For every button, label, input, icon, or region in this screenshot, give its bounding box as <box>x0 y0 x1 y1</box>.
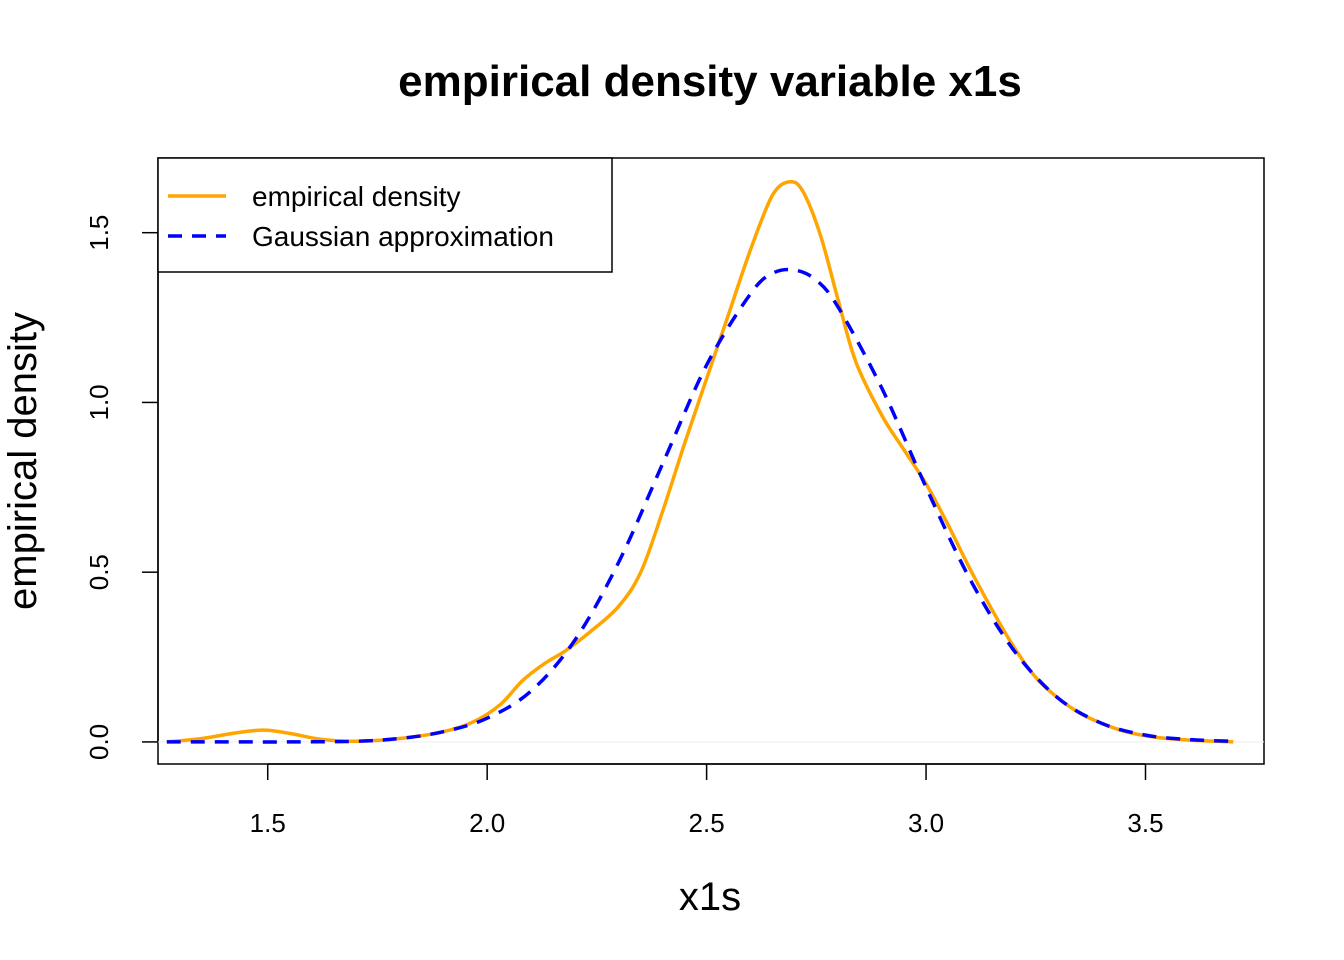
legend-label-empirical-density: empirical density <box>252 181 461 212</box>
legend-box <box>157 157 613 273</box>
x-tick-label: 2.0 <box>469 808 505 838</box>
x-axis: 1.5 2.0 2.5 3.0 3.5 <box>250 763 1164 838</box>
x-axis-title: x1s <box>679 875 741 919</box>
x-tick-label: 2.5 <box>689 808 725 838</box>
y-tick-label: 0.5 <box>84 554 114 590</box>
legend-label-gaussian-approximation: Gaussian approximation <box>252 221 554 252</box>
x-tick-label: 3.0 <box>908 808 944 838</box>
chart-title: empirical density variable x1s <box>398 57 1022 106</box>
x-tick-label: 1.5 <box>250 808 286 838</box>
y-tick-label: 0.0 <box>84 724 114 760</box>
y-tick-label: 1.0 <box>84 384 114 420</box>
y-axis: 0.0 0.5 1.0 1.5 <box>84 215 159 760</box>
series-layer <box>166 179 1234 744</box>
x-tick-label: 3.5 <box>1127 808 1163 838</box>
series-line-gaussian-approximation <box>166 267 1234 744</box>
legend: empirical density Gaussian approximation <box>157 157 613 273</box>
y-axis-title: empirical density <box>1 312 45 610</box>
y-tick-label: 1.5 <box>84 215 114 251</box>
